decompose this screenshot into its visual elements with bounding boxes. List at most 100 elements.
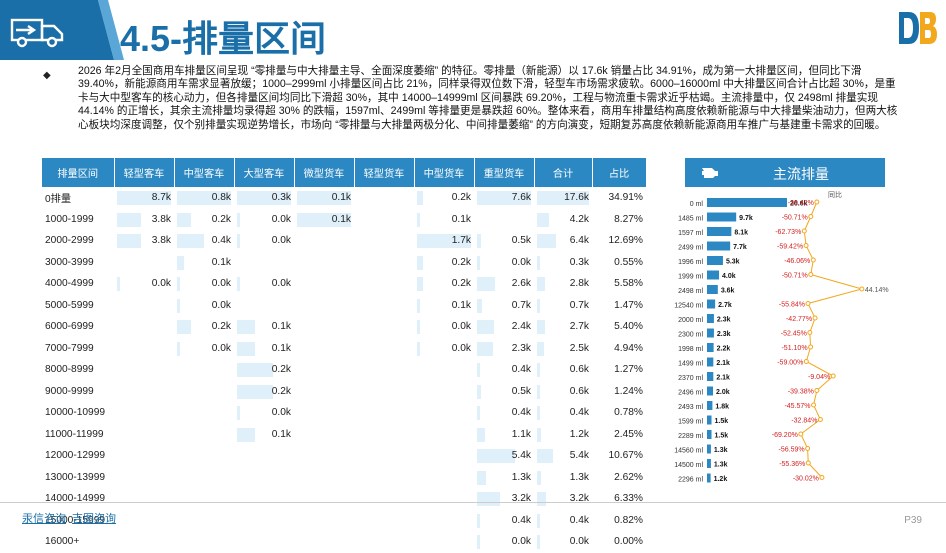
col-header: 轻型货车	[354, 158, 415, 187]
cell-bar	[537, 255, 540, 270]
table-cell: 0.4k	[474, 359, 534, 381]
cell-value: 1.3k	[569, 471, 589, 483]
cell-bar	[117, 234, 141, 249]
cell-bar	[477, 535, 480, 550]
row-label: 16000+	[45, 536, 80, 548]
yoy-point	[810, 257, 816, 263]
table-cell	[414, 488, 474, 510]
table-cell	[354, 252, 414, 274]
cell-value: 0.2k	[271, 385, 291, 397]
col-header: 中型客车	[174, 158, 235, 187]
yoy-label: -39.42%	[788, 200, 814, 207]
yoy-point	[805, 460, 811, 466]
table-cell: 2.3k	[474, 338, 534, 360]
table-row: 2000-2999 3.8k 0.4k 0.0k 1.7k 0.5k 6.4k 12.69%	[42, 230, 646, 252]
table-cell: 17.6k	[534, 187, 592, 209]
cell-bar	[117, 212, 141, 227]
intro-paragraph: 2026 年2月全国商用车排量区间呈现 “零排量与中大排量主导、全面深度萎缩” …	[78, 65, 898, 131]
table-cell	[354, 230, 414, 252]
bar	[707, 212, 737, 222]
cell-bar	[537, 384, 540, 399]
cell-bar	[477, 492, 500, 507]
bar-value-label: 1.8k	[715, 404, 729, 411]
table-cell	[294, 273, 354, 295]
cell-bar	[477, 406, 480, 421]
cell-bar	[477, 449, 515, 464]
source-link-2[interactable]: 吉图咨询	[72, 513, 116, 525]
table-cell	[234, 488, 294, 510]
table-cell	[234, 531, 294, 553]
bar	[707, 386, 714, 396]
table-cell	[414, 467, 474, 489]
table-cell: 0.0k	[114, 273, 174, 295]
cell-bar	[117, 191, 171, 206]
cell-value: 1.27%	[614, 364, 643, 376]
table-cell: 6.4k	[534, 230, 592, 252]
row-label: 5000-5999	[45, 299, 94, 311]
yoy-point	[798, 431, 804, 437]
table-cell: 5.4k	[474, 445, 534, 467]
table-cell: 5.58%	[592, 273, 646, 295]
cell-value: 0.8k	[211, 192, 231, 204]
col-header: 占比	[592, 158, 647, 187]
yoy-label: -32.84%	[791, 418, 817, 425]
table-cell: 4.94%	[592, 338, 646, 360]
cell-bar	[537, 277, 545, 292]
table-cell: 3.2k	[474, 488, 534, 510]
cell-bar	[177, 234, 204, 249]
cell-value: 7.6k	[511, 192, 531, 204]
cell-value: 0.3k	[271, 192, 291, 204]
mainstream-displacement-chart: 同比 0 ml 26.6k 1485 ml 9.7k 1597 ml 8.1k 2499 ml…	[674, 190, 889, 484]
cell-value: 8.7k	[151, 192, 171, 204]
row-label: 15000-15999	[45, 514, 106, 526]
cell-value: 2.6k	[511, 278, 531, 290]
cell-bar	[477, 363, 480, 378]
row-label: 3000-3999	[45, 256, 94, 268]
yoy-label: 44.14%	[865, 287, 889, 294]
table-cell	[294, 381, 354, 403]
table-cell: 0.1k	[294, 187, 354, 209]
table-cell	[294, 424, 354, 446]
table-cell: 10.67%	[592, 445, 646, 467]
col-header: 合计	[534, 158, 593, 187]
yoy-point	[801, 228, 807, 234]
cell-value: 0.3k	[569, 256, 589, 268]
table-cell	[114, 488, 174, 510]
yoy-line	[800, 201, 864, 478]
source-link-1[interactable]: 汞信咨询	[22, 513, 66, 525]
bar	[707, 473, 711, 483]
yoy-label: -56.59%	[779, 447, 805, 454]
yoy-label: -62.73%	[775, 229, 801, 236]
cell-bar	[417, 277, 423, 292]
cell-value: 1.47%	[614, 299, 643, 311]
yoy-label: -45.57%	[784, 403, 810, 410]
table-cell	[294, 445, 354, 467]
table-cell: 0.4k	[174, 230, 234, 252]
cell-bar	[537, 341, 544, 356]
table-cell	[354, 209, 414, 231]
cell-value: 0.4k	[511, 364, 531, 376]
cell-value: 3.2k	[569, 493, 589, 505]
category-label: 14500 ml	[674, 462, 703, 469]
yoy-label: -55.84%	[779, 302, 805, 309]
table-cell: 1.2k	[534, 424, 592, 446]
category-label: 2296 ml	[678, 477, 703, 484]
row-label: 2000-2999	[45, 235, 94, 247]
cell-value: 0.0k	[511, 256, 531, 268]
table-cell: 0.2k	[234, 381, 294, 403]
cell-value: 1.2k	[569, 428, 589, 440]
table-cell	[174, 445, 234, 467]
yoy-label: -52.45%	[781, 331, 807, 338]
cell-value: 0.1k	[271, 342, 291, 354]
table-cell: 6.33%	[592, 488, 646, 510]
yoy-label: -69.20%	[772, 432, 798, 439]
row-label: 12000-12999	[45, 450, 106, 462]
col-header: 轻型客车	[114, 158, 175, 187]
cell-value: 10.67%	[608, 450, 643, 462]
yoy-point	[819, 475, 825, 480]
cell-bar	[177, 255, 184, 270]
table-row: 11000-11999 0.1k 1.1k 1.2k 2.45%	[42, 424, 646, 446]
table-cell	[354, 273, 414, 295]
table-cell	[294, 510, 354, 532]
bar-value-label: 2.0k	[716, 389, 730, 396]
